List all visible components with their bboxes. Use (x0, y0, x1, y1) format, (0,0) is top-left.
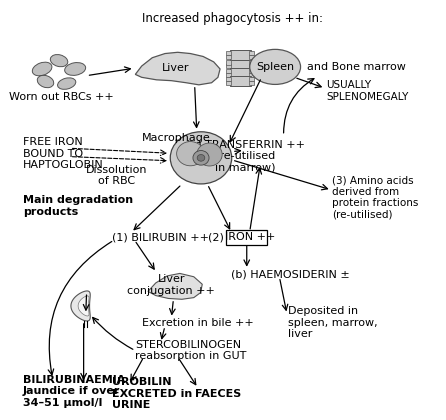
FancyBboxPatch shape (249, 64, 254, 68)
Ellipse shape (197, 143, 222, 166)
Text: (1) BILIRUBIN ++: (1) BILIRUBIN ++ (112, 232, 209, 242)
Polygon shape (148, 273, 202, 299)
FancyBboxPatch shape (249, 55, 254, 59)
Text: IRON ++: IRON ++ (224, 232, 275, 242)
Text: (2): (2) (208, 232, 224, 242)
FancyBboxPatch shape (249, 60, 254, 65)
Text: Liver: Liver (162, 63, 189, 73)
Text: Main degradation
products: Main degradation products (23, 195, 133, 217)
Ellipse shape (50, 55, 68, 67)
Text: Excretion in bile ++: Excretion in bile ++ (142, 318, 253, 328)
FancyBboxPatch shape (226, 51, 231, 55)
Text: STERCOBILINOGEN
reabsorption in GUT: STERCOBILINOGEN reabsorption in GUT (135, 340, 247, 361)
Text: (a) TRANSFERRIN ++
(re-utilised
in marrow): (a) TRANSFERRIN ++ (re-utilised in marro… (186, 139, 305, 172)
Polygon shape (78, 296, 89, 316)
FancyBboxPatch shape (249, 81, 254, 85)
Ellipse shape (65, 63, 86, 76)
Polygon shape (71, 291, 90, 321)
FancyBboxPatch shape (230, 60, 251, 69)
Text: Spleen: Spleen (256, 62, 294, 72)
Ellipse shape (177, 142, 204, 166)
FancyBboxPatch shape (226, 77, 231, 81)
FancyBboxPatch shape (226, 55, 231, 59)
Text: Liver
conjugation ++: Liver conjugation ++ (128, 274, 215, 296)
Ellipse shape (170, 132, 232, 184)
FancyBboxPatch shape (249, 77, 254, 81)
Text: UROBILIN
EXCRETED in
URINE: UROBILIN EXCRETED in URINE (112, 377, 192, 410)
FancyBboxPatch shape (226, 69, 231, 73)
FancyBboxPatch shape (230, 68, 251, 77)
Text: FAECES: FAECES (194, 388, 241, 399)
Ellipse shape (197, 155, 205, 161)
Text: (b) HAEMOSIDERIN ±: (b) HAEMOSIDERIN ± (231, 270, 349, 280)
Ellipse shape (37, 75, 54, 88)
Ellipse shape (193, 150, 209, 165)
Text: BILIRUBINAEMIA –
Jaundice if over
34–51 μmol/l: BILIRUBINAEMIA – Jaundice if over 34–51 … (23, 375, 135, 408)
FancyBboxPatch shape (249, 51, 254, 55)
FancyBboxPatch shape (249, 69, 254, 73)
FancyBboxPatch shape (226, 81, 231, 85)
FancyBboxPatch shape (227, 231, 267, 244)
FancyBboxPatch shape (249, 73, 254, 77)
Text: (3) Amino acids
derived from
protein fractions
(re-utilised): (3) Amino acids derived from protein fra… (332, 175, 419, 220)
Text: Deposited in
spleen, marrow,
liver: Deposited in spleen, marrow, liver (288, 306, 377, 339)
Text: Dissolution
of RBC: Dissolution of RBC (86, 165, 147, 186)
Text: Increased phagocytosis ++ in:: Increased phagocytosis ++ in: (142, 12, 323, 25)
Ellipse shape (250, 50, 301, 84)
Text: and Bone marrow: and Bone marrow (307, 62, 406, 72)
FancyBboxPatch shape (226, 60, 231, 65)
Polygon shape (135, 52, 220, 85)
Ellipse shape (32, 62, 52, 76)
FancyBboxPatch shape (230, 50, 251, 60)
FancyBboxPatch shape (226, 64, 231, 68)
Text: Macrophage: Macrophage (142, 133, 211, 143)
Text: USUALLY
SPLENOMEGALY: USUALLY SPLENOMEGALY (326, 80, 409, 102)
Text: FREE IRON
BOUND TO
HAPTOGLOBIN: FREE IRON BOUND TO HAPTOGLOBIN (23, 137, 104, 170)
Text: Worn out RBCs ++: Worn out RBCs ++ (9, 92, 114, 102)
Ellipse shape (58, 78, 76, 89)
FancyBboxPatch shape (230, 76, 251, 86)
FancyBboxPatch shape (226, 73, 231, 77)
